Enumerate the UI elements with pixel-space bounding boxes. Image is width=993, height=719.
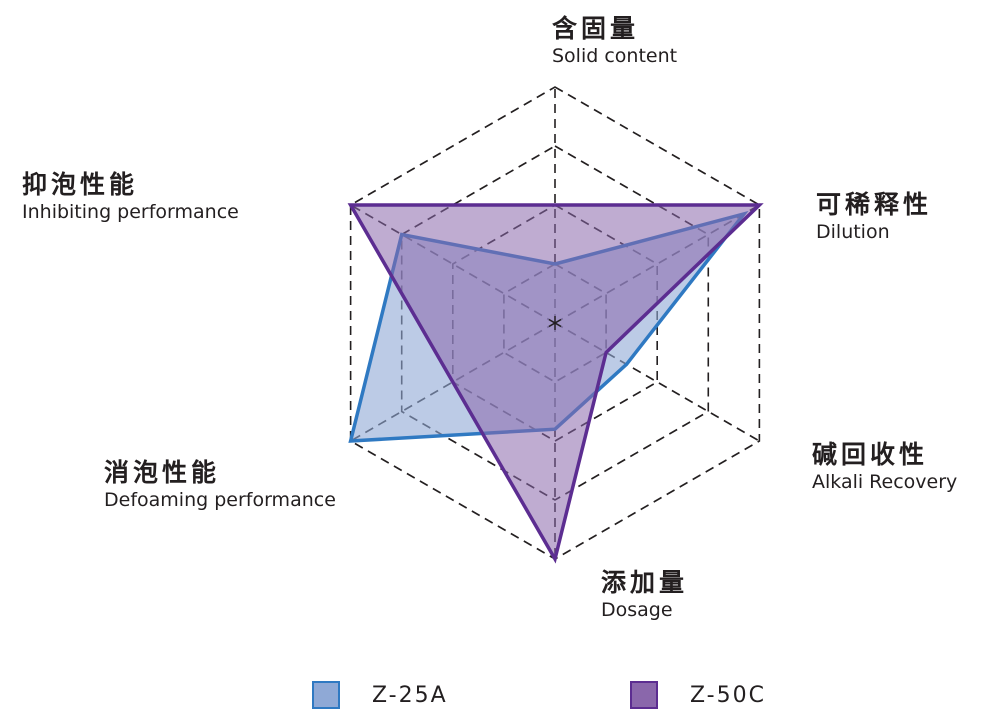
axis-label-alkali-recovery-zh: 碱回收性 <box>812 440 929 469</box>
legend-label-z-50c: Z-50C <box>690 682 766 708</box>
center-tick-3 <box>554 322 562 328</box>
radar-series <box>347 203 764 564</box>
axis-label-dosage-en: Dosage <box>601 599 673 621</box>
axis-label-solid-content-zh: 含固量 <box>552 14 640 43</box>
axis-label-inhibiting-zh: 抑泡性能 <box>22 170 139 199</box>
legend-item-z-25a: Z-25A <box>312 681 448 709</box>
axis-label-alkali-recovery: 碱回收性 Alkali Recovery <box>812 440 957 494</box>
center-tick-5 <box>548 322 556 328</box>
legend-label-z-25a: Z-25A <box>372 682 448 708</box>
axis-label-alkali-recovery-en: Alkali Recovery <box>812 471 958 493</box>
axis-label-solid-content: 含固量 Solid content <box>552 14 677 68</box>
axis-label-dosage-zh: 添加量 <box>601 568 689 597</box>
axis-label-dilution: 可稀释性 Dilution <box>816 190 932 244</box>
legend-swatch-z-25a <box>312 681 340 709</box>
legend-swatch-z-50c <box>630 681 658 709</box>
axis-label-inhibiting: 抑泡性能 Inhibiting performance <box>22 170 239 224</box>
axis-label-defoaming-zh: 消泡性能 <box>104 458 221 487</box>
center-tick-2 <box>554 318 562 324</box>
center-tick-6 <box>548 318 556 324</box>
axis-label-solid-content-en: Solid content <box>552 45 678 67</box>
axis-label-defoaming: 消泡性能 Defoaming performance <box>104 458 336 512</box>
series-z-50c-area <box>347 203 764 564</box>
axis-label-defoaming-en: Defoaming performance <box>104 489 336 511</box>
axis-label-dilution-zh: 可稀释性 <box>816 190 933 219</box>
radar-center <box>548 316 562 330</box>
grid-spoke-3 <box>554 322 760 442</box>
axis-label-dosage: 添加量 Dosage <box>601 568 688 622</box>
legend-item-z-50c: Z-50C <box>630 681 766 709</box>
axis-label-dilution-en: Dilution <box>816 221 890 243</box>
axis-label-inhibiting-en: Inhibiting performance <box>22 201 239 223</box>
